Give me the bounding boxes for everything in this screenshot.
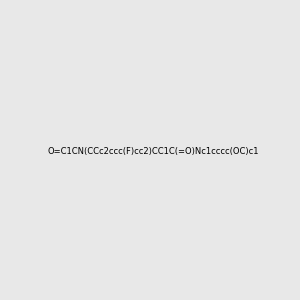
Text: O=C1CN(CCc2ccc(F)cc2)CC1C(=O)Nc1cccc(OC)c1: O=C1CN(CCc2ccc(F)cc2)CC1C(=O)Nc1cccc(OC)…	[48, 147, 260, 156]
